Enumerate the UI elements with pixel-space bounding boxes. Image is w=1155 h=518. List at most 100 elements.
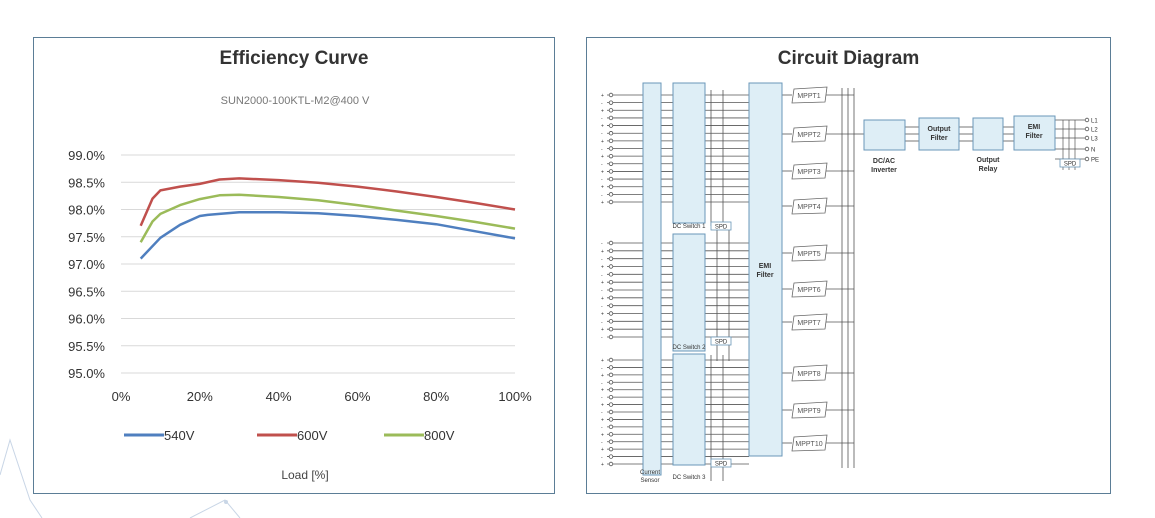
y-tick-label: 98.0% (68, 203, 105, 218)
svg-text:+: + (601, 93, 604, 99)
svg-text:+: + (601, 139, 604, 145)
y-tick-label: 97.0% (68, 257, 105, 272)
output-terminal-label: L2 (1091, 128, 1098, 134)
y-tick-label: 96.5% (68, 284, 105, 299)
output-filter-box (918, 117, 960, 151)
mppt-label: MPPT8 (797, 371, 820, 378)
svg-text:+: + (601, 388, 604, 394)
output-terminal-label: L3 (1091, 137, 1098, 143)
svg-text:-: - (601, 162, 603, 168)
spd-box (710, 458, 732, 468)
mppt-box (791, 434, 828, 452)
current-sensor-box (642, 82, 662, 476)
output-relay-box (972, 117, 1004, 151)
svg-text:+: + (601, 200, 604, 206)
x-axis-label: Load [%] (281, 468, 328, 482)
svg-text:+: + (601, 312, 604, 318)
emi-filter-out-label: EMI Filter (1025, 124, 1042, 140)
svg-text:+: + (601, 373, 604, 379)
output-filter-label: Output Filter (928, 126, 952, 142)
svg-text:-: - (601, 395, 603, 401)
svg-text:-: - (601, 288, 603, 294)
svg-text:+: + (601, 265, 604, 271)
emi-filter-label: EMI Filter (756, 263, 773, 279)
svg-text:-: - (601, 101, 603, 107)
svg-text:-: - (601, 440, 603, 446)
svg-text:+: + (601, 296, 604, 302)
svg-text:+: + (601, 358, 604, 364)
x-tick-label: 80% (423, 389, 449, 404)
mppt-label: MPPT9 (797, 408, 820, 415)
mppt-box (791, 313, 828, 331)
output-terminal-label: L1 (1091, 119, 1098, 125)
y-tick-label: 95.0% (68, 366, 105, 381)
output-relay-label: Output Relay (977, 157, 1001, 173)
x-tick-label: 20% (187, 389, 213, 404)
x-tick-label: 60% (344, 389, 370, 404)
legend-label: 540V (164, 428, 195, 443)
mppt-label: MPPT4 (797, 204, 820, 211)
spd-label: SPD (715, 462, 728, 468)
output-terminal-label: PE (1091, 158, 1099, 164)
dc-switch-2-label: DC Switch 2 (672, 345, 706, 351)
mppt-box (791, 244, 828, 262)
svg-text:-: - (601, 272, 603, 278)
legend-label: 600V (297, 428, 328, 443)
svg-text:-: - (601, 335, 603, 341)
series-line-540V (139, 210, 516, 260)
dc-ac-inverter-box (863, 119, 906, 151)
y-tick-label: 97.5% (68, 230, 105, 245)
mppt-label: MPPT2 (797, 132, 820, 139)
mppt-label: MPPT6 (797, 287, 820, 294)
svg-text:-: - (601, 455, 603, 461)
x-tick-label: 0% (112, 389, 131, 404)
svg-text:-: - (601, 147, 603, 153)
chart-subtitle: SUN2000-100KTL-M2@400 V (221, 95, 370, 107)
mppt-box (791, 280, 828, 298)
mppt-label: MPPT1 (797, 93, 820, 100)
mppt-box (791, 364, 828, 382)
svg-text:-: - (601, 425, 603, 431)
mppt-label: MPPT10 (795, 441, 822, 448)
dc-ac-inverter-label: DC/AC Inverter (871, 158, 897, 174)
mppt-box (791, 197, 828, 215)
current-sensor-label: Current Sensor (640, 470, 660, 484)
svg-text:-: - (601, 116, 603, 122)
output-terminal-label: N (1091, 148, 1095, 154)
emi-filter-box (748, 82, 783, 457)
mppt-label: MPPT7 (797, 320, 820, 327)
circuit-title: Circuit Diagram (777, 48, 920, 69)
y-tick-label: 95.5% (68, 339, 105, 354)
spd-label: SPD (715, 225, 728, 231)
efficiency-chart: SUN2000-100KTL-M2@400 V 95.0% 95.5% 96.0% 96… (68, 95, 532, 482)
y-tick-label: 96.0% (68, 312, 105, 327)
svg-text:+: + (601, 249, 604, 255)
svg-text:+: + (601, 124, 604, 130)
dc-switch-1-label: DC Switch 1 (672, 224, 706, 230)
x-tick-label: 100% (498, 389, 532, 404)
efficiency-title: Efficiency Curve (219, 48, 369, 69)
mppt-box (791, 86, 828, 104)
mppt-box (791, 162, 828, 180)
spd-box (710, 336, 732, 346)
svg-text:+: + (601, 417, 604, 423)
dc-switch-box-2 (672, 233, 706, 352)
y-tick-label: 98.5% (68, 175, 105, 190)
svg-text:-: - (601, 177, 603, 183)
svg-text:-: - (601, 365, 603, 371)
svg-text:-: - (601, 380, 603, 386)
svg-text:-: - (601, 410, 603, 416)
svg-text:+: + (601, 447, 604, 453)
svg-text:-: - (601, 304, 603, 310)
y-tick-label: 99.0% (68, 148, 105, 163)
svg-text:+: + (601, 462, 604, 468)
mppt-label: MPPT5 (797, 251, 820, 258)
emi-filter-out-box (1013, 115, 1056, 151)
circuit-panel: Circuit Diagram + - + - + - + - + - + - + - + - + - + - + - + -… (586, 37, 1111, 494)
dc-switch-box-3 (672, 353, 706, 466)
series-line-600V (139, 177, 516, 227)
svg-text:+: + (601, 403, 604, 409)
svg-text:-: - (601, 241, 603, 247)
svg-text:-: - (601, 319, 603, 325)
